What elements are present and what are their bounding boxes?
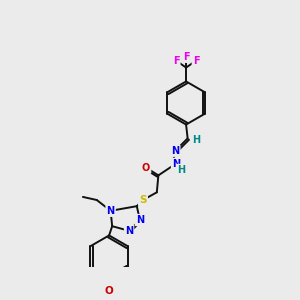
Text: N: N bbox=[136, 215, 144, 225]
Text: H: H bbox=[192, 135, 200, 145]
Text: H: H bbox=[177, 165, 185, 175]
Text: F: F bbox=[173, 56, 179, 66]
Text: N: N bbox=[172, 159, 180, 169]
Text: S: S bbox=[139, 195, 147, 205]
Text: O: O bbox=[105, 286, 113, 296]
Text: F: F bbox=[193, 56, 200, 66]
Text: F: F bbox=[183, 52, 189, 62]
Text: N: N bbox=[125, 226, 133, 236]
Text: N: N bbox=[106, 206, 115, 216]
Text: N: N bbox=[171, 146, 179, 156]
Text: O: O bbox=[142, 163, 150, 173]
